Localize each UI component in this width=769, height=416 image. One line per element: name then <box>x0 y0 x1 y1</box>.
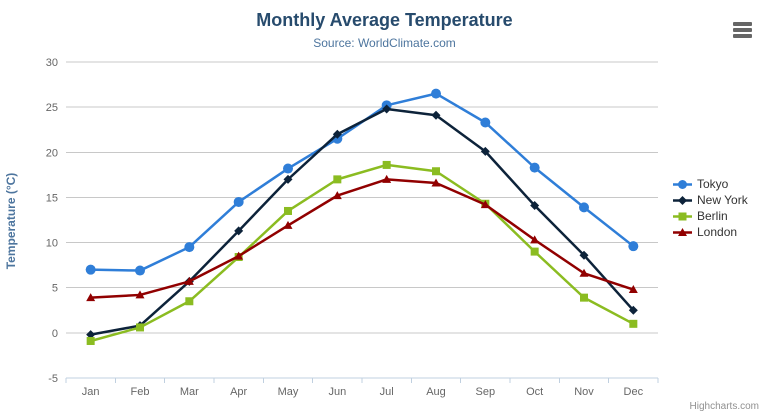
x-axis-tick-label: May <box>278 386 299 398</box>
y-axis-tick-label: 25 <box>46 102 58 114</box>
legend-circle-icon <box>673 179 692 189</box>
x-axis-tick-label: Oct <box>526 386 543 398</box>
y-axis-tick-label: 30 <box>46 57 58 69</box>
credits-link[interactable]: Highcharts.com <box>689 401 759 412</box>
series-tokyo-point-Mar[interactable] <box>184 242 195 253</box>
x-axis-tick-label: Aug <box>426 386 446 398</box>
hamburger-icon <box>733 28 752 32</box>
series-london-point-Apr[interactable] <box>234 251 244 260</box>
hamburger-icon <box>733 34 752 38</box>
legend-item-new-york[interactable]: New York <box>672 192 748 208</box>
series-new-york-point-Dec[interactable] <box>628 305 638 315</box>
series-london-point-Jan[interactable] <box>86 293 96 302</box>
series-new-york-point-Nov[interactable] <box>579 250 589 260</box>
legend-label-tokyo: Tokyo <box>697 177 729 191</box>
x-axis-tick-label: Apr <box>230 386 247 398</box>
y-axis-tick-label: -5 <box>48 373 58 385</box>
series-berlin-point-Jan[interactable] <box>86 336 95 345</box>
series-london-point-Feb[interactable] <box>135 290 145 299</box>
series-tokyo-line[interactable] <box>89 92 635 272</box>
series-berlin-point-Jun[interactable] <box>333 175 342 184</box>
series-new-york-point-Aug[interactable] <box>431 110 441 120</box>
y-axis-tick-label: 5 <box>52 283 58 295</box>
series-berlin-point-Jul[interactable] <box>382 160 391 169</box>
series-berlin-point-Feb[interactable] <box>136 323 144 332</box>
legend-label-new-york: New York <box>697 193 748 207</box>
series-tokyo-point-Nov[interactable] <box>579 202 589 213</box>
x-axis-tick-label: Nov <box>574 386 594 398</box>
legend-label-london: London <box>697 225 738 239</box>
series-new-york-point-Sep[interactable] <box>480 146 490 156</box>
x-axis-tick-label: Feb <box>131 386 150 398</box>
series-new-york-point-May[interactable] <box>283 174 293 184</box>
series-london <box>86 174 638 302</box>
legend: Tokyo New York Berlin London <box>672 176 748 240</box>
series-tokyo-point-Oct[interactable] <box>529 162 540 173</box>
series-berlin-point-May[interactable] <box>284 206 292 215</box>
series-london-point-Oct[interactable] <box>530 235 540 244</box>
export-menu-button[interactable] <box>731 20 755 40</box>
legend-diamond-icon <box>673 195 692 205</box>
x-axis-tick-label: Sep <box>476 386 496 398</box>
legend-label-berlin: Berlin <box>697 209 728 223</box>
series-tokyo <box>85 88 639 276</box>
series-new-york-point-Apr[interactable] <box>234 226 244 236</box>
series-tokyo-point-Dec[interactable] <box>628 241 639 252</box>
series-london-point-Mar[interactable] <box>184 276 194 285</box>
hamburger-icon <box>733 22 752 26</box>
x-axis-tick-label: Jan <box>82 386 100 398</box>
series-london-point-Nov[interactable] <box>579 268 589 277</box>
y-axis-title: Temperature (°C) <box>4 172 18 270</box>
series-new-york <box>86 104 638 340</box>
series-tokyo-point-Apr[interactable] <box>233 196 244 207</box>
series-tokyo-point-Aug[interactable] <box>431 88 441 99</box>
legend-item-london[interactable]: London <box>672 224 748 240</box>
series-london-point-Jul[interactable] <box>382 174 392 183</box>
series-tokyo-point-Feb[interactable] <box>135 265 145 276</box>
series-new-york-point-Jul[interactable] <box>382 104 392 114</box>
chart-title: Monthly Average Temperature <box>256 10 513 30</box>
x-axis-tick-label: Jul <box>380 386 394 398</box>
series-london-point-Jun[interactable] <box>332 191 342 200</box>
series-new-york-line[interactable] <box>89 107 635 336</box>
y-axis-tick-label: 0 <box>52 328 58 340</box>
series-london-line[interactable] <box>89 178 635 299</box>
x-axis-tick-label: Dec <box>624 386 644 398</box>
series-berlin-point-Nov[interactable] <box>580 293 588 302</box>
series-london-point-Sep[interactable] <box>480 200 490 209</box>
chart-subtitle: Source: WorldClimate.com <box>313 36 456 50</box>
series-london-point-Dec[interactable] <box>628 285 638 294</box>
legend-item-berlin[interactable]: Berlin <box>672 208 748 224</box>
legend-item-tokyo[interactable]: Tokyo <box>672 176 748 192</box>
series-berlin-point-Dec[interactable] <box>629 319 638 328</box>
y-axis-tick-label: 15 <box>46 192 58 204</box>
series-berlin-point-Oct[interactable] <box>530 247 539 256</box>
series-new-york-point-Jan[interactable] <box>86 330 96 340</box>
series-berlin-point-Mar[interactable] <box>185 297 194 306</box>
series-london-point-Aug[interactable] <box>431 178 441 187</box>
series-berlin-point-Aug[interactable] <box>432 167 440 176</box>
series-berlin-line[interactable] <box>89 163 635 343</box>
x-axis-tick-label: Jun <box>328 386 346 398</box>
y-axis-tick-label: 20 <box>46 147 58 159</box>
series-london-point-May[interactable] <box>283 220 293 229</box>
legend-triangle-icon <box>673 227 692 236</box>
series-new-york-point-Jun[interactable] <box>332 129 342 139</box>
x-axis-tick-label: Mar <box>180 386 199 398</box>
legend-square-icon <box>673 212 692 220</box>
series-tokyo-point-May[interactable] <box>283 163 293 174</box>
y-axis-tick-label: 10 <box>46 238 58 250</box>
series-tokyo-point-Jan[interactable] <box>85 264 96 275</box>
series-tokyo-point-Sep[interactable] <box>480 117 491 128</box>
series-new-york-point-Oct[interactable] <box>530 201 540 211</box>
